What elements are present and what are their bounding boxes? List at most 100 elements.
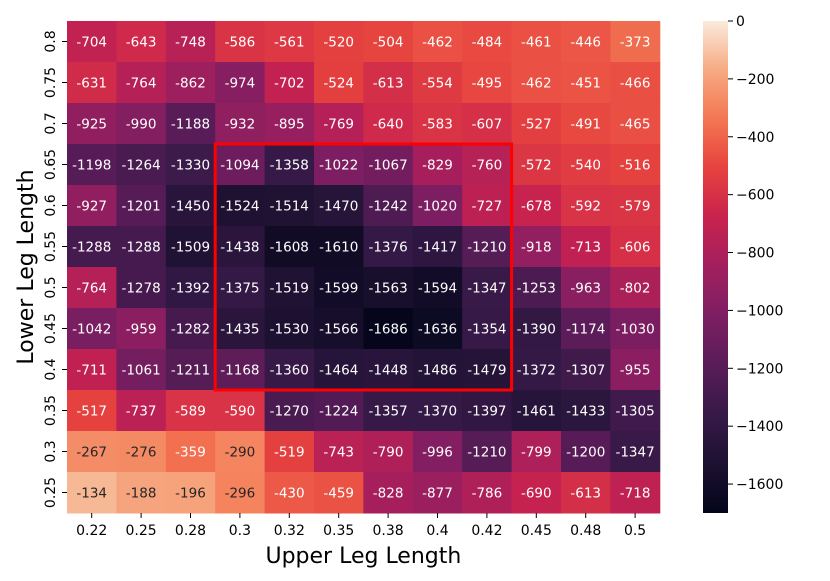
heatmap-cell (67, 21, 117, 63)
cell-value-label: -711 (76, 363, 107, 379)
y-tick-label: 0.6 (43, 194, 59, 216)
heatmap-cell (462, 349, 513, 391)
cell-value-label: -737 (126, 404, 157, 420)
heatmap-cell (412, 267, 463, 309)
x-tick-label: 0.4 (426, 523, 448, 539)
heatmap-cell (215, 103, 266, 145)
cell-value-label: -1282 (171, 322, 210, 338)
cell-value-label: -959 (126, 322, 157, 338)
cell-value-label: -727 (472, 199, 503, 215)
cell-value-label: -786 (472, 486, 503, 502)
cell-value-label: -613 (570, 486, 601, 502)
cell-value-label: -764 (76, 281, 107, 297)
cell-value-label: -1486 (418, 363, 457, 379)
heatmap-cell (561, 185, 611, 227)
cell-value-label: -465 (620, 117, 651, 133)
heatmap-cell (314, 62, 364, 104)
colorbar-tick-label: 0 (736, 14, 745, 30)
heatmap-cell (165, 267, 216, 309)
cell-value-label: -613 (373, 76, 404, 92)
cell-value-label: -862 (175, 76, 206, 92)
heatmap-cell (264, 62, 315, 104)
cell-value-label: -196 (175, 486, 206, 502)
cell-value-label: -1198 (72, 158, 111, 174)
heatmap-cell (165, 21, 216, 63)
heatmap-cell (610, 226, 661, 268)
cell-value-label: -1433 (566, 404, 605, 420)
cell-value-label: -1168 (220, 363, 259, 379)
cell-value-label: -540 (570, 158, 601, 174)
heatmap-cell (165, 103, 216, 145)
heatmap-cell (363, 103, 414, 145)
heatmap-cell (116, 21, 167, 63)
heatmap-cell (462, 144, 513, 186)
cell-value-label: -484 (472, 35, 503, 51)
heatmap-cell (215, 308, 266, 350)
heatmap-cell (215, 144, 266, 186)
cell-value-label: -1288 (121, 240, 160, 256)
cell-value-label: -554 (422, 76, 453, 92)
cell-value-label: -1376 (368, 240, 407, 256)
heatmap-cell (610, 21, 661, 63)
y-tick-label: 0.3 (43, 440, 59, 462)
cell-value-label: -1030 (615, 322, 654, 338)
colorbar-tick-label: −1000 (736, 303, 783, 319)
cell-value-label: -760 (472, 158, 503, 174)
heatmap-cell (264, 349, 315, 391)
cell-value-label: -1686 (368, 322, 407, 338)
cell-value-label: -1211 (171, 363, 210, 379)
heatmap-cell (610, 349, 661, 391)
cell-value-label: -828 (373, 486, 404, 502)
heatmap-cell (264, 390, 315, 432)
heatmap-cell (412, 308, 463, 350)
cell-value-label: -607 (472, 117, 503, 133)
heatmap-cell (363, 62, 414, 104)
colorbar-tick-label: −1200 (736, 361, 783, 377)
heatmap-cell (363, 226, 414, 268)
heatmap-cell (462, 103, 513, 145)
cell-value-label: -462 (422, 35, 453, 51)
colorbar-tick-label: −1600 (736, 477, 783, 493)
cell-value-label: -955 (620, 363, 651, 379)
cell-value-label: -359 (175, 445, 206, 461)
heatmap-cell (610, 472, 661, 514)
heatmap-cell (165, 226, 216, 268)
cell-value-label: -1264 (121, 158, 160, 174)
heatmap-cell (610, 267, 661, 309)
cell-value-label: -1479 (467, 363, 506, 379)
cell-value-label: -1347 (615, 445, 654, 461)
cell-value-label: -1360 (270, 363, 309, 379)
x-tick-label: 0.25 (126, 523, 157, 539)
heatmap-cell (67, 308, 117, 350)
heatmap-cell (412, 62, 463, 104)
cell-value-label: -990 (126, 117, 157, 133)
heatmap-cell (412, 103, 463, 145)
cell-value-label: -1358 (270, 158, 309, 174)
cell-value-label: -524 (323, 76, 354, 92)
heatmap-cell (67, 185, 117, 227)
highlight-box (213, 142, 514, 392)
cell-value-label: -583 (422, 117, 453, 133)
heatmap-cell (314, 267, 364, 309)
cell-value-label: -519 (274, 445, 305, 461)
heatmap-cell (314, 431, 364, 473)
heatmap-cell (511, 308, 562, 350)
cell-value-label: -527 (521, 117, 552, 133)
heatmap-cell (67, 431, 117, 473)
heatmap-cell (561, 308, 611, 350)
heatmap-cell (314, 144, 364, 186)
cell-value-label: -520 (323, 35, 354, 51)
heatmap-cell (165, 62, 216, 104)
cell-value-label: -1354 (467, 322, 506, 338)
cell-value-label: -1464 (319, 363, 358, 379)
cell-value-label: -631 (76, 76, 107, 92)
heatmap-cell (67, 62, 117, 104)
colorbar-tick-label: −1400 (736, 419, 783, 435)
cell-value-label: -1397 (467, 404, 506, 420)
heatmap-cell (363, 390, 414, 432)
cell-value-label: -1210 (467, 445, 506, 461)
colorbar-tick-label: −600 (736, 188, 774, 204)
highlight-rectangle (213, 142, 514, 392)
heatmap-cell (215, 226, 266, 268)
cell-value-label: -748 (175, 35, 206, 51)
